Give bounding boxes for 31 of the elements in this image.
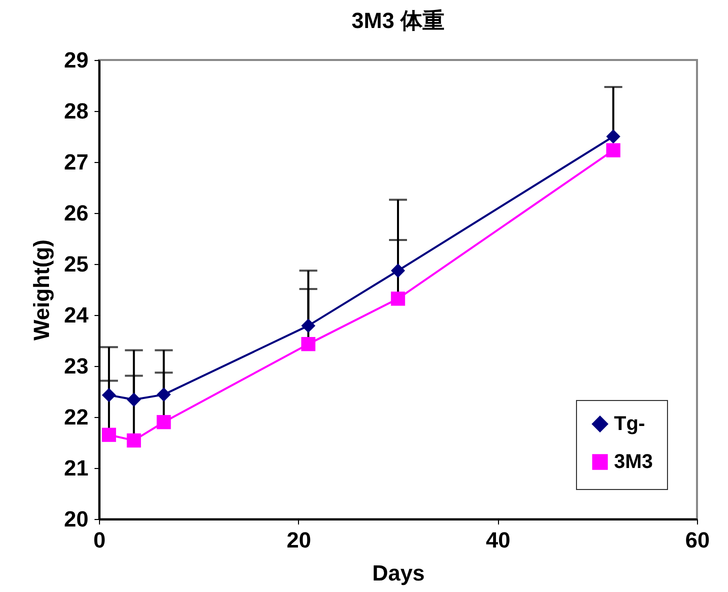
y-tick-label: 24 (64, 302, 90, 328)
point (301, 337, 316, 352)
point (156, 387, 171, 402)
point (390, 292, 406, 306)
point (126, 433, 141, 448)
chart-title: 3M3 体重 (352, 8, 444, 33)
x-tick-label: 60 (685, 528, 710, 552)
y-tick-label: 23 (64, 354, 88, 378)
y-tick-label: 29 (64, 48, 88, 72)
x-tick-label: 40 (486, 528, 510, 552)
y-axis-title: Weight(g) (29, 239, 54, 341)
y-tick-label: 22 (64, 404, 88, 430)
point (102, 428, 116, 442)
legend-label: Tg- (614, 413, 646, 435)
point (126, 392, 141, 407)
x-tick-label: 0 (93, 528, 106, 552)
point (102, 388, 116, 402)
y-tick-label: 20 (64, 506, 88, 532)
legend-label: 3M3 (614, 451, 653, 473)
y-tick-label: 25 (64, 252, 88, 276)
point (390, 264, 406, 278)
point (606, 129, 620, 144)
y-tick-label: 28 (64, 98, 88, 124)
point (156, 415, 171, 430)
x-axis-title: Days (372, 560, 425, 586)
point (301, 318, 316, 333)
y-tick-label: 26 (64, 200, 88, 226)
point (606, 143, 620, 158)
x-tick-label: 20 (286, 528, 312, 552)
y-tick-label: 27 (64, 150, 88, 174)
y-tick-label: 21 (64, 456, 88, 480)
